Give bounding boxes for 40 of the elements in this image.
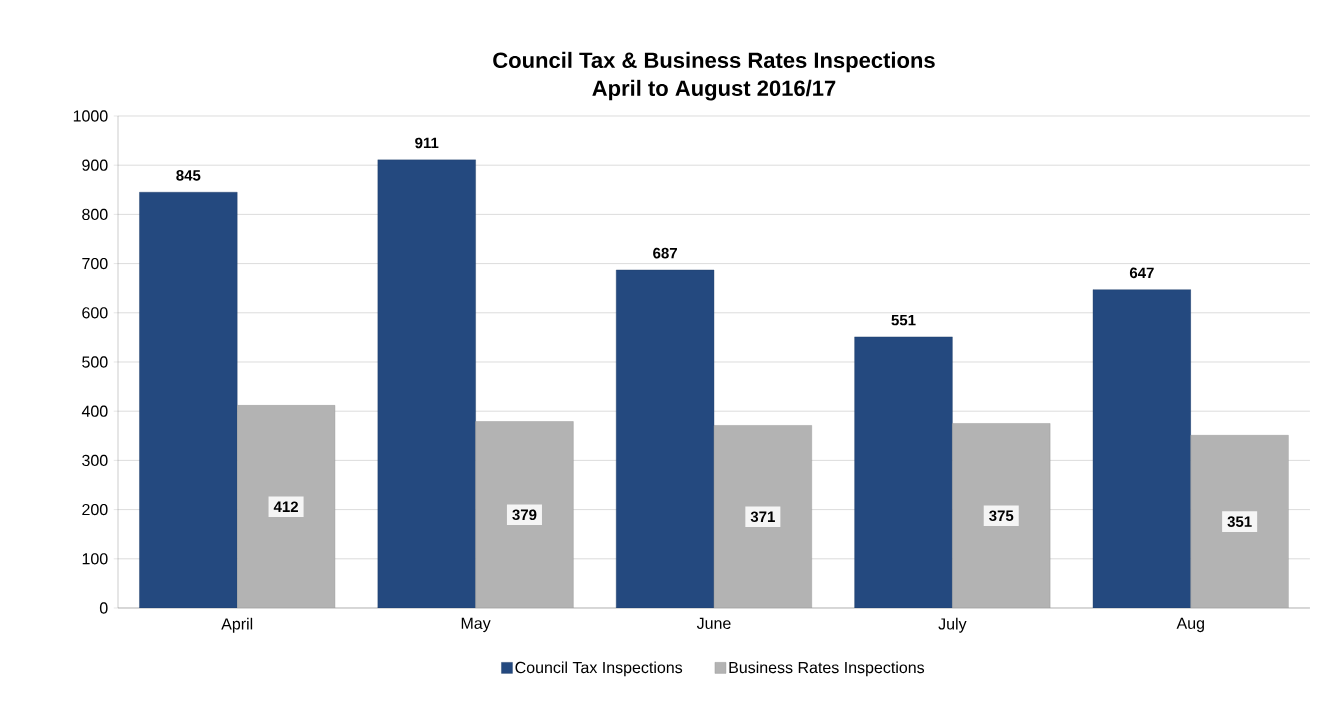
- y-tick-label: 0: [99, 602, 108, 614]
- chart-subtitle: April to August 2016/17: [592, 79, 836, 101]
- data-label: 351: [1227, 516, 1252, 527]
- bar: [1190, 435, 1289, 608]
- data-label: 911: [415, 137, 439, 149]
- y-tick-label: 900: [82, 159, 108, 171]
- data-label: 647: [1129, 267, 1154, 279]
- x-tick-label: July: [938, 617, 967, 633]
- bar: [139, 192, 238, 608]
- x-tick-label: May: [461, 617, 491, 633]
- bar: [616, 269, 715, 608]
- bar: [713, 425, 812, 608]
- bar: [952, 423, 1051, 608]
- y-tick-label: 300: [82, 454, 108, 467]
- y-tick-label: 500: [82, 356, 108, 368]
- data-label: 687: [653, 247, 677, 259]
- chart-title: Council Tax & Business Rates Inspections: [493, 51, 935, 73]
- legend-label: Council Tax Inspections: [515, 661, 683, 677]
- data-label: 371: [750, 511, 775, 523]
- data-label: 551: [891, 314, 916, 326]
- legend-label: Business Rates Inspections: [729, 661, 925, 677]
- x-tick-label: April: [221, 617, 253, 633]
- data-label: 412: [273, 501, 298, 512]
- bar: [854, 336, 953, 608]
- data-label: 379: [512, 509, 537, 521]
- y-tick-label: 400: [81, 405, 108, 417]
- y-tick-label: 800: [82, 208, 108, 221]
- x-tick-label: Aug: [1176, 617, 1204, 633]
- bar: [377, 159, 476, 608]
- y-tick-label: 100: [82, 553, 108, 565]
- y-tick-label: 1000: [73, 110, 108, 122]
- bar: [475, 421, 574, 608]
- y-tick-label: 700: [82, 257, 108, 270]
- y-tick-label: 600: [82, 307, 108, 319]
- y-tick-label: 200: [82, 503, 108, 516]
- data-label: 375: [989, 510, 1014, 522]
- bar: [237, 405, 336, 608]
- data-label: 845: [176, 170, 201, 181]
- x-tick-label: June: [696, 617, 731, 629]
- bar: [1092, 289, 1191, 608]
